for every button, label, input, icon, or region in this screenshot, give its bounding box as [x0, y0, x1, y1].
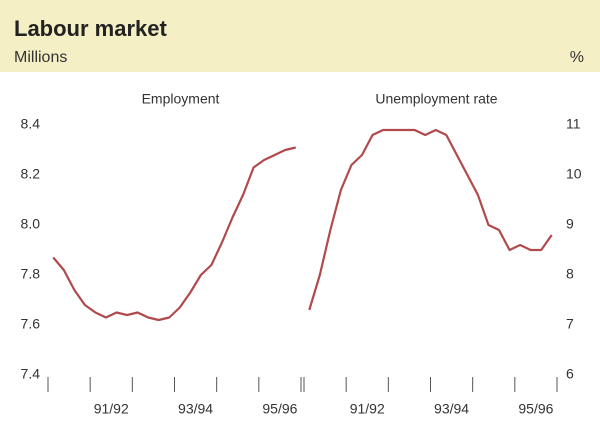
- x-tick-label: 95/96: [262, 401, 297, 417]
- panel-title: Unemployment rate: [375, 91, 497, 107]
- chart-title: Labour market: [14, 16, 167, 41]
- y-tick-label: 7.8: [21, 266, 41, 282]
- y-tick-label: 8.4: [21, 116, 41, 132]
- y-tick-label: 8.0: [21, 216, 41, 232]
- x-tick-label: 93/94: [434, 401, 469, 417]
- y-tick-label: 6: [566, 366, 574, 382]
- y-tick-label: 7: [566, 316, 574, 332]
- panel-title: Employment: [142, 91, 220, 107]
- line: [52, 146, 296, 322]
- left-unit: Millions: [14, 49, 67, 66]
- x-tick-label: 91/92: [350, 401, 385, 417]
- y-tick-label: 8: [566, 266, 574, 282]
- y-tick-label: 11: [566, 116, 581, 132]
- y-tick-label: 7.6: [21, 316, 41, 332]
- x-tick-label: 93/94: [178, 401, 213, 417]
- x-tick-label: 91/92: [94, 401, 129, 417]
- y-tick-label: 9: [566, 216, 574, 232]
- right-unit: %: [570, 49, 584, 66]
- header-band: [0, 0, 600, 72]
- y-tick-label: 8.2: [21, 166, 41, 182]
- line: [308, 128, 553, 311]
- y-tick-label: 10: [566, 166, 582, 182]
- y-tick-label: 7.4: [21, 366, 41, 382]
- x-tick-label: 95/96: [518, 401, 553, 417]
